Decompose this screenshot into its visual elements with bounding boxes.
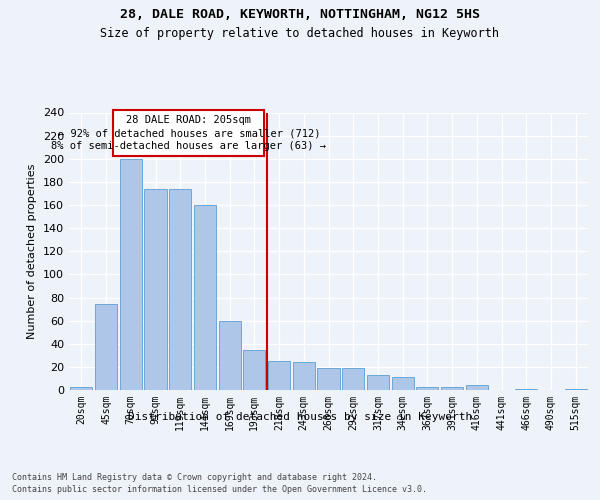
- Bar: [268, 361, 290, 390]
- Bar: [416, 386, 439, 390]
- Bar: [392, 378, 414, 390]
- Text: Size of property relative to detached houses in Keyworth: Size of property relative to detached ho…: [101, 28, 499, 40]
- Text: Contains public sector information licensed under the Open Government Licence v3: Contains public sector information licen…: [12, 485, 427, 494]
- Text: 8% of semi-detached houses are larger (63) →: 8% of semi-detached houses are larger (6…: [52, 142, 326, 152]
- Bar: [565, 389, 587, 390]
- Text: 28 DALE ROAD: 205sqm: 28 DALE ROAD: 205sqm: [127, 116, 251, 126]
- Text: Contains HM Land Registry data © Crown copyright and database right 2024.: Contains HM Land Registry data © Crown c…: [12, 472, 377, 482]
- Bar: [95, 304, 117, 390]
- Bar: [441, 386, 463, 390]
- FancyBboxPatch shape: [113, 110, 264, 156]
- Bar: [342, 368, 364, 390]
- Text: 28, DALE ROAD, KEYWORTH, NOTTINGHAM, NG12 5HS: 28, DALE ROAD, KEYWORTH, NOTTINGHAM, NG1…: [120, 8, 480, 20]
- Bar: [70, 386, 92, 390]
- Bar: [293, 362, 315, 390]
- Bar: [466, 386, 488, 390]
- Bar: [218, 320, 241, 390]
- Text: ← 92% of detached houses are smaller (712): ← 92% of detached houses are smaller (71…: [58, 128, 320, 138]
- Text: Distribution of detached houses by size in Keyworth: Distribution of detached houses by size …: [128, 412, 472, 422]
- Bar: [194, 205, 216, 390]
- Bar: [367, 375, 389, 390]
- Bar: [145, 189, 167, 390]
- Bar: [169, 189, 191, 390]
- Bar: [515, 389, 538, 390]
- Bar: [317, 368, 340, 390]
- Y-axis label: Number of detached properties: Number of detached properties: [28, 164, 37, 339]
- Bar: [119, 159, 142, 390]
- Bar: [243, 350, 265, 390]
